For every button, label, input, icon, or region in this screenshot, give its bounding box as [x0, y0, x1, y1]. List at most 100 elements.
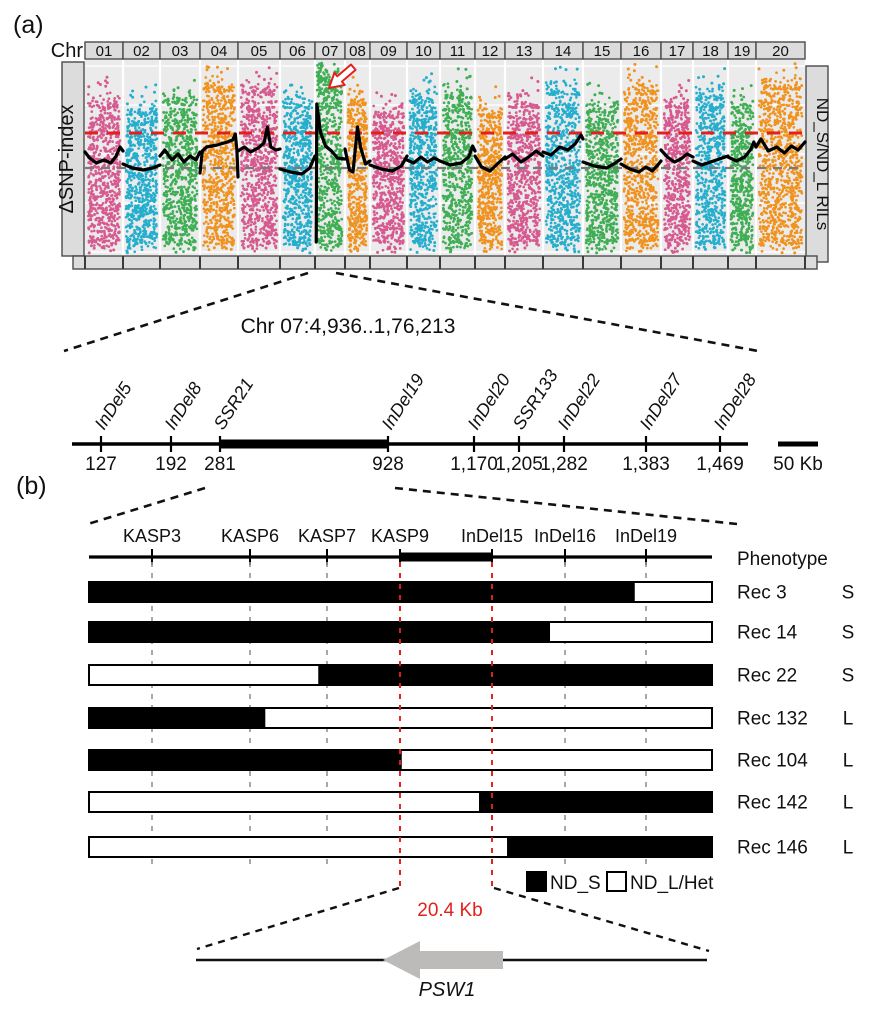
legend-swatch — [527, 872, 546, 891]
chromosome-header-label: 17 — [669, 43, 686, 60]
recombinant-row: Rec 146 L — [89, 837, 853, 859]
recombinant-row: Rec 22 S — [89, 665, 854, 687]
connector-b-right — [395, 488, 737, 524]
chromosome-header-label: 04 — [211, 43, 228, 60]
gene-label: PSW1 — [419, 979, 476, 1001]
fine-map-marker-label: KASP3 — [123, 526, 181, 546]
genotype-segment-nd-s — [89, 582, 635, 602]
fine-map-marker-label: InDel15 — [461, 526, 523, 546]
recombinant-name: Rec 142 — [737, 793, 808, 814]
gene-arrow-icon — [383, 941, 503, 979]
region-map-marker-label: InDel5 — [91, 378, 137, 433]
chromosome-header-label: 03 — [172, 43, 189, 60]
phenotype-value: L — [843, 793, 854, 814]
chromosome-header-label: 11 — [450, 43, 466, 60]
region-map-position-label: 1,282 — [540, 454, 588, 475]
panel-a-label: (a) — [13, 11, 44, 39]
right-strip-label: ND_S/ND_L RILs — [813, 98, 832, 231]
phenotype-header: Phenotype — [737, 549, 828, 570]
legend-label: ND_L/Het — [630, 873, 714, 894]
fine-map-marker-label: KASP7 — [298, 526, 356, 546]
chromosome-header-label: 06 — [289, 43, 306, 60]
region-map-position-label: 928 — [372, 454, 404, 475]
chromosome-header-label: 14 — [555, 43, 572, 60]
region-map-marker-label: InDel27 — [636, 369, 687, 433]
y-axis-label: ΔSNP-index — [56, 105, 78, 214]
chr-axis-label: Chr — [51, 40, 84, 62]
region-map-position-label: 1,469 — [696, 454, 744, 475]
recombinant-name: Rec 3 — [737, 583, 787, 604]
region-map-position-label: 1,383 — [622, 454, 670, 475]
connector-a-right — [336, 273, 758, 351]
scale-bar-label: 50 Kb — [773, 454, 823, 475]
region-map-marker-label: InDel8 — [161, 379, 206, 434]
connector-a — [64, 273, 758, 351]
region-map-highlight-interval — [220, 440, 388, 449]
chromosome-header-label: 02 — [133, 43, 150, 60]
connector-c-left — [197, 888, 399, 949]
chromosome-header-label: 16 — [633, 43, 650, 60]
chromosome-header-label: 07 — [322, 43, 339, 60]
phenotype-value: S — [842, 583, 855, 604]
chromosome-header-label: 13 — [516, 43, 533, 60]
fine-map-marker-label: InDel19 — [615, 526, 677, 546]
scale-bar — [778, 442, 818, 447]
chromosome-header-label: 19 — [734, 43, 751, 60]
recombinant-name: Rec 22 — [737, 666, 797, 687]
chromosome-header-label: 10 — [415, 43, 432, 60]
phenotype-value: S — [842, 666, 855, 687]
connector-b-left — [88, 488, 205, 524]
recombinant-name: Rec 146 — [737, 838, 808, 859]
region-map-position-label: 1,170 — [450, 454, 498, 475]
chromosome-header-label: 12 — [482, 43, 499, 60]
phenotype-value: S — [842, 623, 855, 644]
region-map-marker-label: InDel19 — [378, 370, 429, 433]
region-map-marker-label: InDel28 — [710, 370, 761, 433]
region-map-marker-label: InDel22 — [554, 370, 605, 433]
legend-swatch — [607, 872, 626, 891]
recombinant-name: Rec 14 — [737, 623, 798, 644]
bottom-axis-strip — [73, 256, 817, 269]
chromosome-header-label: 20 — [772, 43, 789, 60]
region-map: InDel5 127 InDel8 192 SSR21 281 InDel19 928 InDe… — [72, 366, 823, 475]
genotype-segment-nd-s — [89, 622, 550, 642]
genotype-segment-nd-s — [479, 792, 712, 812]
panel-b-label: (b) — [16, 472, 47, 500]
recombinant-row: Rec 104 L — [89, 750, 853, 772]
chromosome-header-label: 01 — [96, 43, 113, 60]
chromosome-header-label: 15 — [594, 43, 611, 60]
connector-a-left — [64, 273, 308, 351]
fine-map-marker-label: KASP6 — [221, 526, 279, 546]
interval-size-label: 20.4 Kb — [417, 900, 483, 921]
phenotype-value: L — [843, 709, 854, 730]
fine-map-candidate-interval — [400, 553, 492, 562]
phenotype-value: L — [843, 838, 854, 859]
fine-map-marker-label: InDel16 — [534, 526, 596, 546]
panel-a: (a) Chr ΔSNP-index ND_S/ND_L RILs 01 02 03… — [13, 11, 832, 269]
gene-diagram: PSW1 — [196, 941, 707, 1001]
genotype-segment-nd-s — [89, 708, 265, 728]
region-map-marker-label: InDel20 — [464, 370, 515, 433]
genotype-segment-nd-s — [507, 837, 712, 857]
region-map-marker-label: SSR21 — [210, 374, 258, 433]
recombinant-row: Rec 132 L — [89, 708, 853, 730]
recombinant-row: Rec 3 S — [89, 582, 854, 604]
region-map-position-label: 127 — [85, 454, 117, 475]
chromosome-header-label: 18 — [702, 43, 719, 60]
recombinant-name: Rec 132 — [737, 709, 808, 730]
fine-map-marker-label: KASP9 — [371, 526, 429, 546]
recombinant-row: Rec 142 L — [89, 792, 853, 814]
region-map-position-label: 1,205 — [495, 454, 543, 475]
genotype-segment-nd-s — [89, 750, 402, 770]
region-title: Chr 07:4,936..1,76,213 — [241, 315, 456, 338]
phenotype-value: L — [843, 751, 854, 772]
connector-c-right — [494, 888, 709, 951]
region-map-position-label: 281 — [204, 454, 236, 475]
region-map-position-label: 192 — [155, 454, 187, 475]
chromosome-header-label: 05 — [251, 43, 268, 60]
recombinant-name: Rec 104 — [737, 751, 808, 772]
